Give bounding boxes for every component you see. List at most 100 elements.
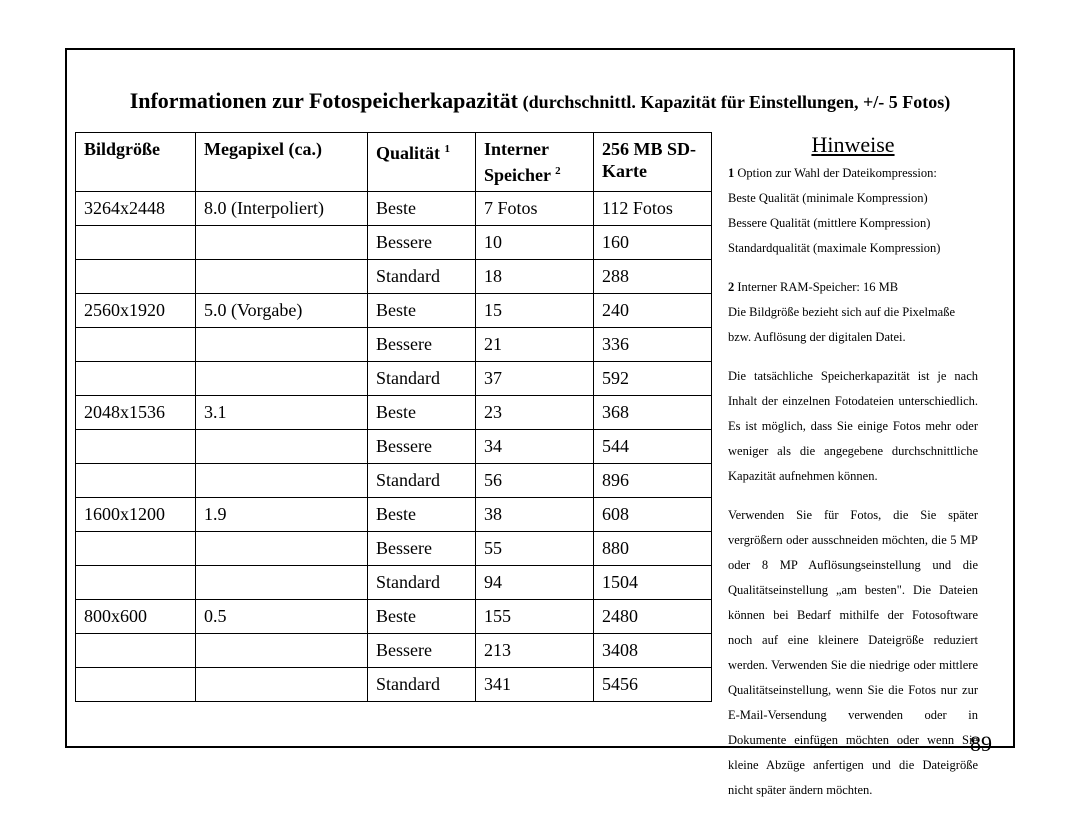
- cell-size: 3264x2448: [76, 192, 196, 226]
- cell-q: Bessere: [368, 634, 476, 668]
- cell-size: [76, 464, 196, 498]
- table-row: Bessere21336: [76, 328, 712, 362]
- page-title: Informationen zur Fotospeicherkapazität …: [75, 88, 1005, 114]
- col-bildgroesse: Bildgröße: [76, 133, 196, 192]
- page-number: 89: [970, 731, 992, 757]
- cell-mp: 3.1: [196, 396, 368, 430]
- cell-intl: 155: [476, 600, 594, 634]
- cell-size: 1600x1200: [76, 498, 196, 532]
- cell-sd: 368: [594, 396, 712, 430]
- cell-size: 2560x1920: [76, 294, 196, 328]
- cell-size: [76, 328, 196, 362]
- cell-intl: 37: [476, 362, 594, 396]
- cell-q: Beste: [368, 498, 476, 532]
- cell-intl: 56: [476, 464, 594, 498]
- cell-intl: 15: [476, 294, 594, 328]
- cell-mp: [196, 362, 368, 396]
- cell-mp: [196, 464, 368, 498]
- col-interner-speicher: Interner Speicher 2: [476, 133, 594, 192]
- hinweise-heading: Hinweise: [728, 132, 978, 157]
- cell-mp: [196, 328, 368, 362]
- table-row: Standard37592: [76, 362, 712, 396]
- table-header-row: Bildgröße Megapixel (ca.) Qualität 1 Int…: [76, 133, 712, 192]
- cell-size: 2048x1536: [76, 396, 196, 430]
- cell-size: [76, 226, 196, 260]
- table-row: 1600x12001.9Beste38608: [76, 498, 712, 532]
- cell-size: [76, 634, 196, 668]
- table-row: Bessere34544: [76, 430, 712, 464]
- note-paragraph-2: Verwenden Sie für Fotos, die Sie später …: [728, 503, 978, 803]
- cell-mp: [196, 226, 368, 260]
- cell-q: Bessere: [368, 328, 476, 362]
- cell-q: Bessere: [368, 430, 476, 464]
- cell-intl: 55: [476, 532, 594, 566]
- col-megapixel: Megapixel (ca.): [196, 133, 368, 192]
- cell-size: [76, 430, 196, 464]
- cell-sd: 160: [594, 226, 712, 260]
- cell-q: Standard: [368, 668, 476, 702]
- cell-q: Standard: [368, 464, 476, 498]
- title-main: Informationen zur Fotospeicherkapazität: [130, 88, 518, 113]
- cell-q: Standard: [368, 260, 476, 294]
- cell-sd: 336: [594, 328, 712, 362]
- col-qualitaet: Qualität 1: [368, 133, 476, 192]
- cell-sd: 592: [594, 362, 712, 396]
- cell-size: [76, 532, 196, 566]
- cell-mp: [196, 260, 368, 294]
- table-row: Standard3415456: [76, 668, 712, 702]
- cell-q: Beste: [368, 294, 476, 328]
- cell-sd: 288: [594, 260, 712, 294]
- cell-sd: 2480: [594, 600, 712, 634]
- cell-sd: 1504: [594, 566, 712, 600]
- cell-sd: 112 Fotos: [594, 192, 712, 226]
- cell-q: Bessere: [368, 532, 476, 566]
- cell-sd: 3408: [594, 634, 712, 668]
- cell-size: 800x600: [76, 600, 196, 634]
- cell-size: [76, 362, 196, 396]
- table-row: 800x6000.5Beste1552480: [76, 600, 712, 634]
- cell-sd: 608: [594, 498, 712, 532]
- table-row: Standard56896: [76, 464, 712, 498]
- cell-q: Beste: [368, 192, 476, 226]
- table-row: Standard941504: [76, 566, 712, 600]
- cell-size: [76, 668, 196, 702]
- cell-q: Standard: [368, 566, 476, 600]
- cell-q: Standard: [368, 362, 476, 396]
- cell-sd: 5456: [594, 668, 712, 702]
- cell-intl: 10: [476, 226, 594, 260]
- cell-intl: 7 Fotos: [476, 192, 594, 226]
- table-row: Standard18288: [76, 260, 712, 294]
- cell-mp: [196, 634, 368, 668]
- footnote-1: 1 Option zur Wahl der Dateikompression: …: [728, 161, 978, 261]
- title-sub: (durchschnittl. Kapazität für Einstellun…: [523, 92, 951, 112]
- cell-mp: 8.0 (Interpoliert): [196, 192, 368, 226]
- capacity-table: Bildgröße Megapixel (ca.) Qualität 1 Int…: [75, 132, 712, 702]
- table-row: Bessere55880: [76, 532, 712, 566]
- cell-q: Beste: [368, 600, 476, 634]
- note-paragraph-1: Die tatsächliche Speicherkapazität ist j…: [728, 364, 978, 489]
- cell-size: [76, 260, 196, 294]
- cell-sd: 544: [594, 430, 712, 464]
- cell-intl: 18: [476, 260, 594, 294]
- cell-size: [76, 566, 196, 600]
- cell-intl: 94: [476, 566, 594, 600]
- cell-q: Bessere: [368, 226, 476, 260]
- col-sd-karte: 256 MB SD-Karte: [594, 133, 712, 192]
- cell-mp: [196, 532, 368, 566]
- hinweise-sidebar: Hinweise 1 Option zur Wahl der Dateikomp…: [728, 132, 983, 803]
- cell-sd: 880: [594, 532, 712, 566]
- table-row: 2048x15363.1Beste23368: [76, 396, 712, 430]
- table-row: 2560x19205.0 (Vorgabe)Beste15240: [76, 294, 712, 328]
- table-row: Bessere10160: [76, 226, 712, 260]
- cell-sd: 896: [594, 464, 712, 498]
- cell-intl: 38: [476, 498, 594, 532]
- table-row: 3264x24488.0 (Interpoliert)Beste7 Fotos1…: [76, 192, 712, 226]
- cell-sd: 240: [594, 294, 712, 328]
- cell-mp: [196, 668, 368, 702]
- page-content: Informationen zur Fotospeicherkapazität …: [75, 88, 1005, 803]
- cell-intl: 341: [476, 668, 594, 702]
- cell-intl: 213: [476, 634, 594, 668]
- cell-q: Beste: [368, 396, 476, 430]
- cell-intl: 21: [476, 328, 594, 362]
- footnote-2: 2 Interner RAM-Speicher: 16 MB Die Bildg…: [728, 275, 978, 350]
